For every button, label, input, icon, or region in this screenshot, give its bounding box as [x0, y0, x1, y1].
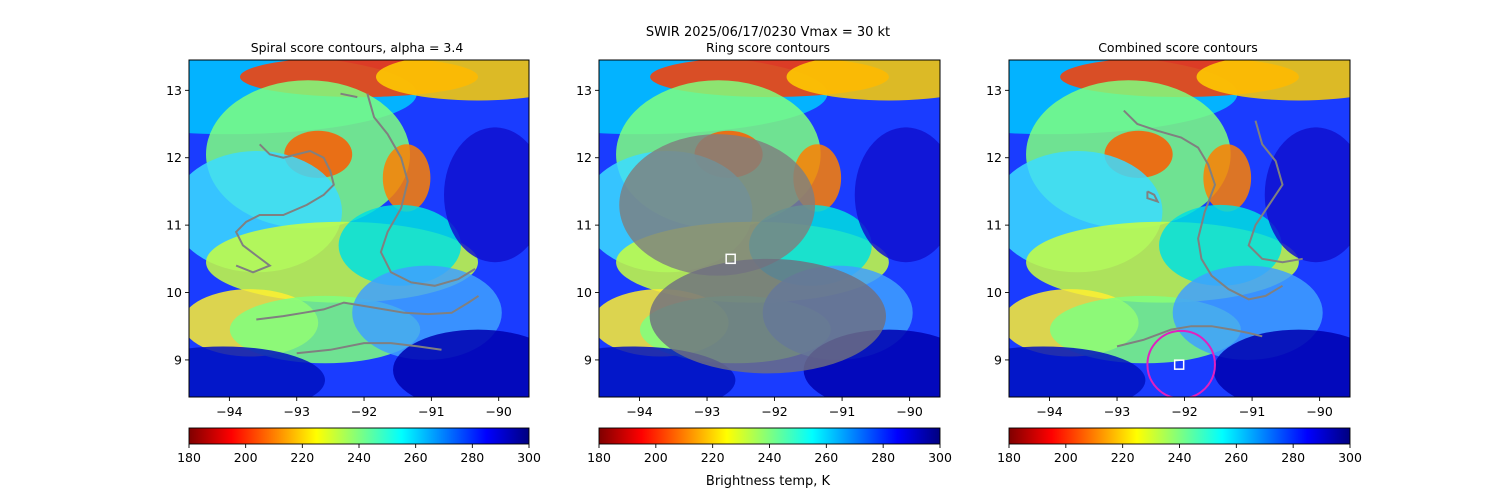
- cloud-region: [376, 60, 529, 101]
- cloud-region: [1009, 346, 1146, 397]
- y-tick-label: 10: [166, 285, 182, 300]
- panel-spiral: Spiral score contours, alpha = 3.4 −94 −9…: [166, 40, 541, 465]
- colorbar-tick-label: 180: [997, 450, 1021, 465]
- center-marker-square: [1173, 359, 1185, 370]
- colorbar-tick-label: 260: [814, 450, 838, 465]
- x-tick-label: −91: [829, 404, 855, 419]
- colorbar-tick-label: 200: [644, 450, 668, 465]
- cloud-region: [338, 204, 461, 286]
- y-tick-label: 10: [576, 285, 592, 300]
- y-tick-label: 9: [174, 352, 182, 367]
- colorbar-tick-label: 300: [928, 450, 952, 465]
- y-tick-label: 11: [576, 218, 592, 233]
- y-tick-label: 11: [166, 218, 182, 233]
- colorbar-tick-label: 240: [1168, 450, 1192, 465]
- x-tick-label: −92: [1171, 404, 1197, 419]
- y-tick-label: 13: [986, 83, 1002, 98]
- colorbar-tick-label: 220: [1111, 450, 1135, 465]
- contour-line: [256, 295, 480, 321]
- cloud-region: [786, 60, 940, 101]
- colorbar-tick-label: 260: [404, 450, 428, 465]
- y-tick-label: 13: [166, 83, 182, 98]
- suptitle: SWIR 2025/06/17/0230 Vmax = 30 kt: [646, 25, 890, 40]
- colorbar-tick-label: 260: [1224, 450, 1248, 465]
- plot-area: [189, 60, 529, 397]
- y-tick-label: 9: [584, 352, 592, 367]
- contour-line: [340, 92, 358, 99]
- colorbar-tick-label: 280: [460, 450, 484, 465]
- colorbar-tick-label: 280: [1281, 450, 1305, 465]
- contour-line: [1146, 190, 1160, 204]
- cloud-region: [1203, 144, 1252, 212]
- contour-line: [1123, 109, 1284, 301]
- colorbar-tick-label: 300: [517, 450, 541, 465]
- y-tick-label: 12: [986, 150, 1002, 165]
- contour-line: [1116, 325, 1263, 348]
- x-tick-label: −91: [1239, 404, 1265, 419]
- plot-frame: [188, 59, 530, 398]
- colorbar-tick-label: 200: [1054, 450, 1078, 465]
- cloud-region: [1196, 60, 1350, 101]
- plot-frame: [1008, 59, 1351, 398]
- plot-area: [1009, 60, 1350, 397]
- panel-title-spiral: Spiral score contours, alpha = 3.4: [251, 40, 464, 55]
- contour-line: [366, 93, 476, 287]
- plot-frame: [598, 59, 941, 398]
- x-tick-label: −93: [694, 404, 720, 419]
- x-tick-label: −90: [486, 404, 512, 419]
- center-marker-square: [725, 253, 736, 265]
- colorbar-tick-label: 220: [290, 450, 314, 465]
- colorbar-label: Brightness temp, K: [706, 474, 831, 489]
- contour-line: [296, 342, 442, 355]
- x-tick-label: −92: [351, 404, 377, 419]
- colorbar: [1008, 427, 1351, 445]
- y-tick-label: 13: [576, 83, 592, 98]
- x-tick-label: −94: [216, 404, 242, 419]
- x-tick-label: −91: [418, 404, 444, 419]
- y-tick-label: 12: [166, 150, 182, 165]
- y-tick-label: 10: [986, 285, 1002, 300]
- cloud-region: [854, 127, 940, 263]
- x-tick-label: −93: [1104, 404, 1130, 419]
- panel-combined: Combined score contours −94 −93 −92 −91 −90 9…: [986, 40, 1362, 465]
- colorbar: [598, 427, 941, 445]
- colorbar-tick-label: 280: [871, 450, 895, 465]
- colorbar: [188, 427, 530, 445]
- y-tick-label: 11: [986, 218, 1002, 233]
- panel-ring: Ring score contours −94 −93 −92 −91 −90 9 10 11…: [576, 40, 952, 465]
- contour-line: [1247, 120, 1303, 264]
- center-marker-circle: [1146, 329, 1216, 397]
- cloud-region: [393, 329, 529, 397]
- x-tick-label: −94: [1036, 404, 1062, 419]
- colorbar-tick-label: 240: [347, 450, 371, 465]
- x-tick-label: −92: [761, 404, 787, 419]
- colorbar-tick-label: 220: [701, 450, 725, 465]
- x-tick-label: −90: [896, 404, 922, 419]
- x-tick-label: −90: [1306, 404, 1332, 419]
- colorbar-tick-label: 200: [234, 450, 258, 465]
- y-tick-label: 12: [576, 150, 592, 165]
- ring-contour-region: [649, 258, 886, 374]
- plot-area: [599, 60, 940, 397]
- colorbar-tick-label: 240: [758, 450, 782, 465]
- contour-line: [234, 143, 335, 274]
- colorbar-tick-label: 180: [177, 450, 201, 465]
- x-tick-label: −94: [626, 404, 652, 419]
- cloud-region: [1264, 127, 1350, 263]
- y-tick-label: 9: [994, 352, 1002, 367]
- cloud-region: [189, 346, 325, 397]
- panel-title-combined: Combined score contours: [1098, 40, 1258, 55]
- cloud-region: [1159, 204, 1282, 286]
- colorbar-tick-label: 300: [1338, 450, 1362, 465]
- x-tick-label: −93: [284, 404, 310, 419]
- panel-title-ring: Ring score contours: [706, 40, 830, 55]
- ring-contour-region: [619, 134, 816, 276]
- cloud-region: [444, 127, 529, 263]
- colorbar-tick-label: 180: [587, 450, 611, 465]
- cloud-region: [1213, 329, 1350, 397]
